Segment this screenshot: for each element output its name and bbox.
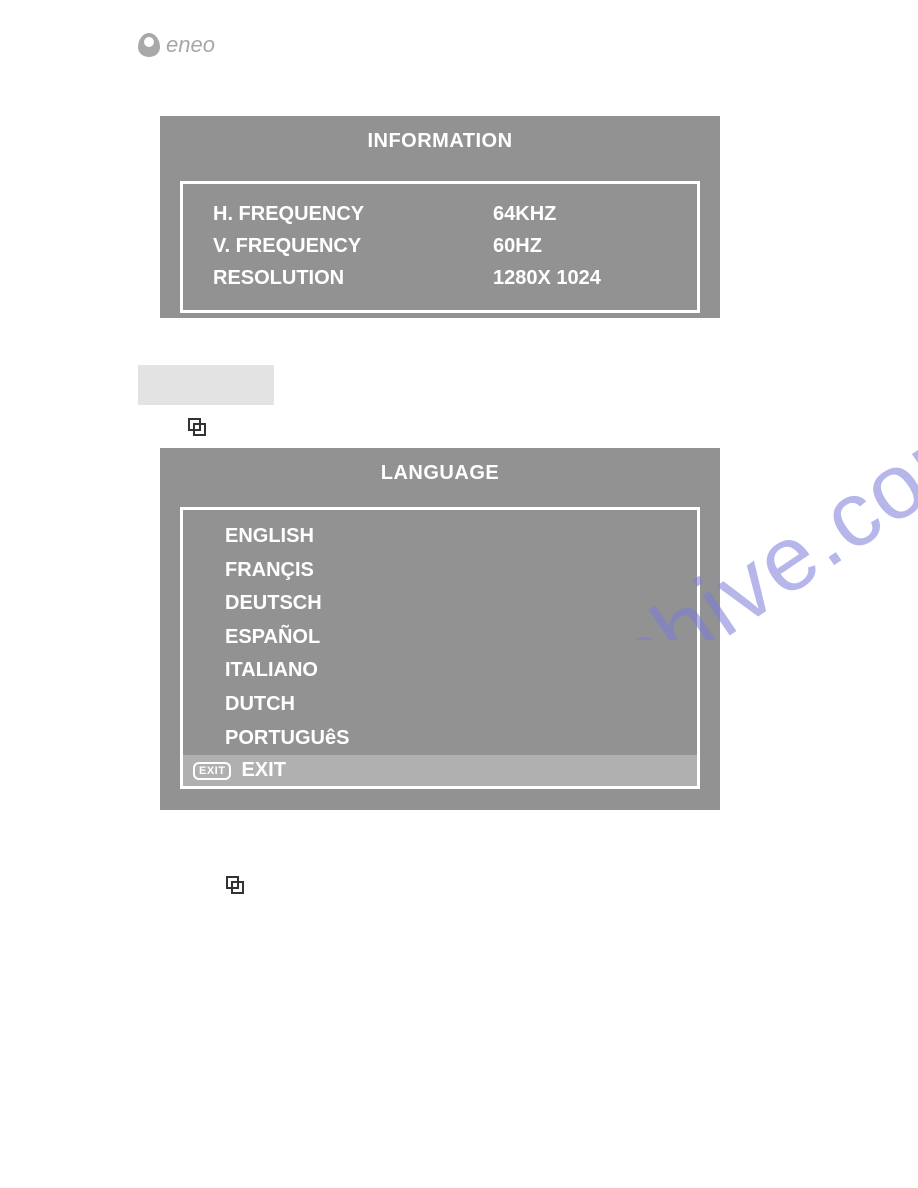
- information-panel: INFORMATION H. FREQUENCY 64KHZ V. FREQUE…: [160, 116, 720, 318]
- information-title: INFORMATION: [160, 116, 720, 153]
- info-row-v-frequency: V. FREQUENCY 60HZ: [213, 230, 667, 262]
- brand-logo: eneo: [138, 32, 215, 58]
- exit-label: EXIT: [241, 759, 285, 782]
- info-value: 1280X 1024: [493, 262, 667, 294]
- language-option-francis[interactable]: FRANÇIS: [183, 554, 697, 588]
- language-option-dutch[interactable]: DUTCH: [183, 688, 697, 722]
- language-option-deutsch[interactable]: DEUTSCH: [183, 587, 697, 621]
- overlap-squares-icon: [188, 418, 206, 436]
- info-label: V. FREQUENCY: [213, 230, 493, 262]
- language-exit-row[interactable]: EXIT EXIT: [180, 755, 700, 789]
- info-label: H. FREQUENCY: [213, 198, 493, 230]
- overlap-squares-icon: [226, 876, 244, 894]
- language-option-espanol[interactable]: ESPAÑOL: [183, 621, 697, 655]
- language-panel: LANGUAGE ENGLISH FRANÇIS DEUTSCH ESPAÑOL…: [160, 448, 720, 810]
- language-box: ENGLISH FRANÇIS DEUTSCH ESPAÑOL ITALIANO…: [180, 507, 700, 789]
- info-label: RESOLUTION: [213, 262, 493, 294]
- info-row-h-frequency: H. FREQUENCY 64KHZ: [213, 198, 667, 230]
- information-box: H. FREQUENCY 64KHZ V. FREQUENCY 60HZ RES…: [180, 181, 700, 313]
- language-option-portugues[interactable]: PORTUGUêS: [183, 722, 697, 756]
- logo-text: eneo: [166, 32, 215, 58]
- grey-bar: [138, 365, 274, 405]
- info-value: 64KHZ: [493, 198, 667, 230]
- logo-mark-icon: [138, 33, 160, 57]
- language-option-english[interactable]: ENGLISH: [183, 520, 697, 554]
- language-title: LANGUAGE: [160, 448, 720, 485]
- exit-badge-icon: EXIT: [193, 762, 231, 780]
- info-value: 60HZ: [493, 230, 667, 262]
- language-option-italiano[interactable]: ITALIANO: [183, 654, 697, 688]
- info-row-resolution: RESOLUTION 1280X 1024: [213, 262, 667, 294]
